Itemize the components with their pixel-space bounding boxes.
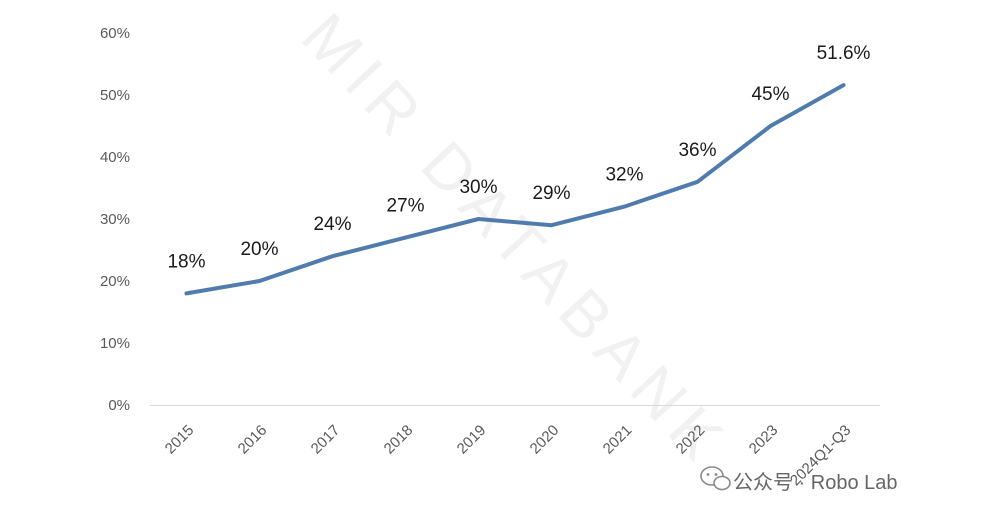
- data-label: 51.6%: [817, 43, 871, 64]
- x-tick-label: 2021: [600, 422, 636, 458]
- y-tick-label: 10%: [100, 335, 130, 352]
- x-tick-label: 2023: [746, 422, 782, 458]
- data-label: 45%: [751, 84, 789, 105]
- data-label: 24%: [313, 214, 351, 235]
- y-tick-label: 60%: [100, 25, 130, 42]
- series-line: [184, 83, 846, 296]
- x-tick-label: 2017: [308, 422, 344, 458]
- credit: 公众号 · Robo Lab: [700, 466, 898, 494]
- data-label: 32%: [605, 165, 643, 186]
- y-tick-label: 0%: [108, 397, 130, 414]
- x-tick-label: 2018: [381, 422, 417, 458]
- data-label: 30%: [459, 177, 497, 198]
- wechat-icon: [700, 466, 731, 491]
- y-tick-label: 30%: [100, 211, 130, 228]
- data-labels: 18% 20% 24% 27% 30% 29% 32% 36% 45% 51.6%: [167, 43, 870, 272]
- watermark: MIR DATABANK: [288, 0, 743, 481]
- y-tick-label: 20%: [100, 273, 130, 290]
- data-label: 36%: [678, 140, 716, 161]
- x-tick-label: 2019: [454, 422, 490, 458]
- x-tick-label: 2016: [235, 422, 271, 458]
- data-label: 27%: [386, 196, 424, 217]
- y-axis-ticks: 0% 10% 20% 30% 40% 50% 60%: [100, 25, 130, 414]
- x-tick-label: 2020: [527, 422, 563, 458]
- data-label: 18%: [167, 251, 205, 272]
- data-label: 29%: [532, 183, 570, 204]
- x-tick-label: 2015: [162, 422, 198, 458]
- y-tick-label: 40%: [100, 149, 130, 166]
- y-tick-label: 50%: [100, 87, 130, 104]
- credit-text: 公众号 · Robo Lab: [733, 471, 898, 494]
- data-label: 20%: [240, 239, 278, 260]
